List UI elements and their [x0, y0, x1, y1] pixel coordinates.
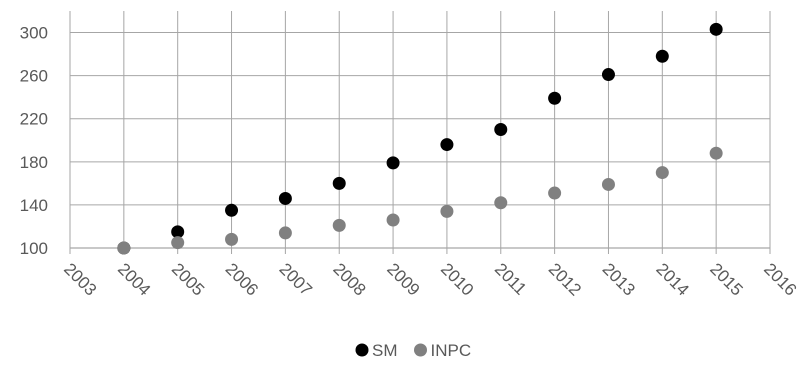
legend-label-inpc: INPC — [431, 341, 472, 360]
point-inpc — [332, 218, 346, 232]
point-inpc — [709, 146, 723, 160]
point-inpc — [601, 177, 615, 191]
x-axis-ticks: 2003 2004 2005 2006 2007 2008 2009 2010 2011 2012… — [60, 259, 800, 299]
series-sm — [117, 22, 723, 255]
x-tick-label: 2014 — [652, 259, 692, 299]
x-tick-label: 2015 — [706, 259, 746, 299]
point-inpc — [440, 204, 454, 218]
x-tick-label: 2007 — [276, 259, 316, 299]
point-sm — [278, 191, 292, 205]
point-inpc — [225, 232, 239, 246]
x-tick-label: 2008 — [329, 259, 369, 299]
legend-label-sm: SM — [372, 341, 398, 360]
legend: SM INPC — [355, 341, 472, 360]
point-sm — [601, 68, 615, 82]
point-inpc — [386, 213, 400, 227]
point-sm — [440, 138, 454, 152]
x-tick-label: 2005 — [168, 259, 208, 299]
legend-marker-inpc — [414, 343, 427, 357]
x-tick-label: 2004 — [114, 259, 154, 299]
x-tick-label: 2013 — [599, 259, 639, 299]
point-sm — [709, 22, 723, 36]
point-sm — [332, 176, 346, 190]
y-axis-ticks: 100 140 180 220 260 300 — [20, 24, 48, 258]
point-sm — [548, 91, 562, 105]
point-sm — [494, 123, 508, 136]
y-tick-label: 260 — [20, 67, 48, 86]
y-tick-label: 100 — [20, 239, 48, 258]
x-tick-label: 2003 — [60, 259, 100, 299]
point-sm — [655, 49, 669, 63]
point-inpc — [548, 186, 562, 200]
y-tick-label: 220 — [20, 110, 48, 129]
point-inpc — [171, 236, 185, 250]
y-tick-label: 300 — [20, 24, 48, 43]
x-tick-label: 2011 — [491, 259, 530, 298]
x-tick-label: 2006 — [222, 259, 262, 299]
point-inpc — [494, 196, 508, 210]
data-points — [117, 22, 723, 255]
point-sm — [386, 156, 400, 170]
series-inpc — [117, 146, 723, 255]
point-sm — [171, 225, 185, 239]
x-tick-label: 2009 — [383, 259, 423, 299]
legend-marker-sm — [355, 343, 369, 357]
x-tick-label: 2010 — [437, 259, 477, 299]
x-tick-label: 2016 — [760, 259, 800, 299]
y-tick-label: 180 — [20, 153, 48, 172]
x-tick-label: 2012 — [545, 259, 585, 299]
point-inpc — [117, 241, 131, 255]
point-inpc — [655, 166, 669, 180]
grid — [69, 11, 771, 254]
point-sm — [225, 203, 239, 217]
y-tick-label: 140 — [20, 196, 48, 215]
point-inpc — [278, 226, 292, 240]
